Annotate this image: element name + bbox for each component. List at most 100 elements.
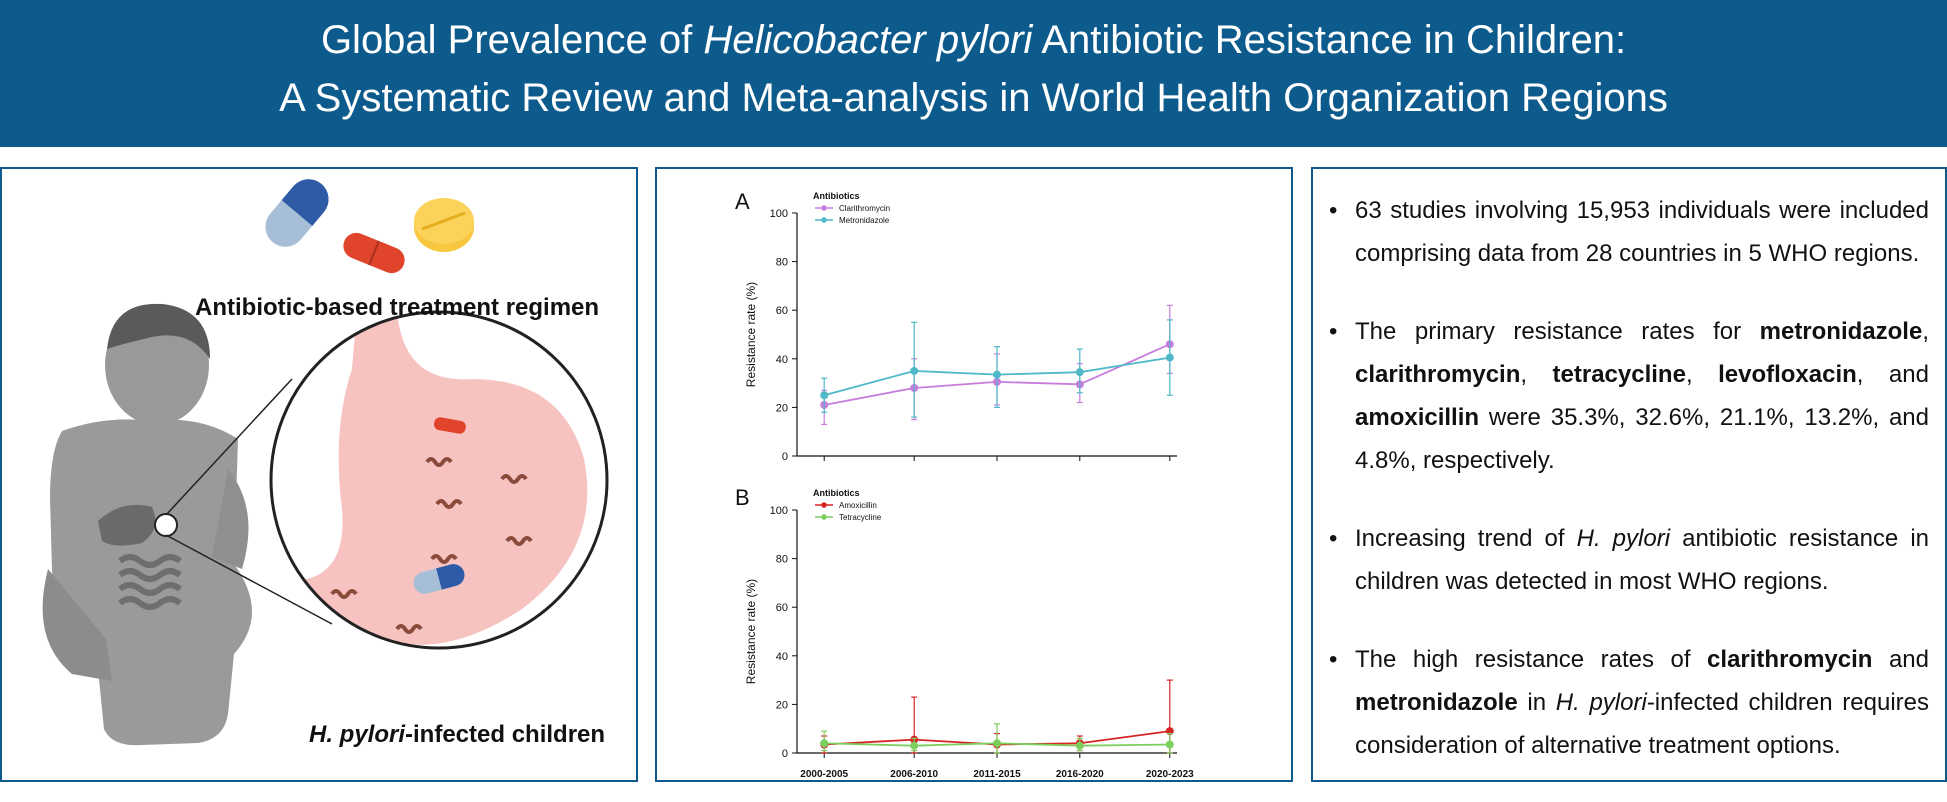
x-tick-label: 2020-2023 <box>1146 769 1194 780</box>
data-point <box>910 366 919 375</box>
y-tick-label: 40 <box>776 354 788 366</box>
legend-marker <box>821 514 827 520</box>
finding-4-italic: H. pylori <box>1555 689 1647 716</box>
y-tick-label: 0 <box>782 451 788 463</box>
child-silhouette-icon <box>42 303 252 746</box>
finding-3-italic: H. pylori <box>1576 525 1671 552</box>
finding-3-text-a: Increasing trend of <box>1355 525 1577 552</box>
capsule-icon-small <box>413 564 465 594</box>
magnifier-circle <box>269 310 609 650</box>
legend-label: Amoxicillin <box>839 501 877 510</box>
finding-1: • 63 studies involving 15,953 individuals… <box>1329 189 1929 275</box>
finding-4: • The high resistance rates of clarithrom… <box>1329 638 1929 767</box>
tablet-icon <box>343 232 405 274</box>
bullet-dot: • <box>1329 525 1338 552</box>
panel-label: B <box>735 485 750 510</box>
chart-B: B 0 20 40 60 80 100 2000-2005 2006-2010 2011-2015… <box>735 485 1194 780</box>
finding-4-text-d: -infected children requires consideratio… <box>1355 689 1929 759</box>
finding-4-text-c: in <box>1517 689 1556 716</box>
title-line-2: A Systematic Review and Meta-analysis in… <box>279 76 1668 120</box>
bullet-dot: • <box>1329 197 1338 224</box>
data-point <box>910 741 919 750</box>
y-axis-label: Resistance rate (%) <box>744 579 758 684</box>
illustration-svg <box>42 179 609 746</box>
legend-marker <box>821 205 827 211</box>
children-label-rest: -infected children <box>405 721 606 748</box>
children-label-italic: H. pylori <box>309 721 406 748</box>
y-tick-label: 80 <box>776 257 788 269</box>
children-label: H. pylori-infected children <box>309 721 605 749</box>
finding-4-text-a: The high resistance rates of <box>1355 646 1708 673</box>
stomach-icon <box>271 312 607 648</box>
data-point <box>1165 740 1174 749</box>
finding-4-text-b: and <box>1872 646 1929 673</box>
drug-metronidazole: metronidazole <box>1759 318 1923 345</box>
y-tick-label: 20 <box>776 402 788 414</box>
legend-title: Antibiotics <box>813 191 860 201</box>
chart-A: A 0 20 40 60 80 100 Resistance rate (%) Antibiot… <box>735 189 1177 463</box>
legend-label: Tetracycline <box>839 513 882 522</box>
data-point <box>1075 741 1084 750</box>
data-point <box>820 391 829 400</box>
bullet-dot: • <box>1329 646 1338 673</box>
drug-clarithromycin: clarithromycin <box>1355 361 1521 388</box>
panel-label: A <box>735 189 750 214</box>
legend-label: Metronidazole <box>839 216 890 225</box>
bacteria-icon <box>330 457 533 634</box>
drug-amoxicillin: amoxicillin <box>1355 404 1480 431</box>
finding-2-text-a: The primary resistance rates for <box>1355 318 1760 345</box>
title-line-1: Global Prevalence of Helicobacter pylori… <box>0 18 1947 63</box>
legend-title: Antibiotics <box>813 488 860 498</box>
finding-2-sep: , <box>1922 318 1929 345</box>
finding-2: • The primary resistance rates for metron… <box>1329 310 1929 482</box>
x-tick-label: 2016-2020 <box>1056 769 1104 780</box>
x-tick-label: 2000-2005 <box>800 769 848 780</box>
title-banner: Global Prevalence of Helicobacter pylori… <box>0 0 1947 147</box>
series-metronidazole <box>820 319 1174 418</box>
finding-3-text-b: antibiotic resistance in children was de… <box>1355 525 1930 595</box>
x-tick-label: 2011-2015 <box>973 769 1021 780</box>
title-text-b: Antibiotic Resistance in Children: <box>1032 18 1627 62</box>
treatment-label: Antibiotic-based treatment regimen <box>195 294 600 321</box>
legend-marker <box>821 217 827 223</box>
y-tick-label: 20 <box>776 699 788 711</box>
legend-marker <box>821 502 827 508</box>
bullet-dot: • <box>1329 318 1338 345</box>
capsule-icon <box>265 179 329 247</box>
y-tick-label: 40 <box>776 651 788 663</box>
drug-clarithromycin: clarithromycin <box>1707 646 1873 673</box>
x-tick-label: 2006-2010 <box>890 769 938 780</box>
title-text-italic: Helicobacter pylori <box>703 18 1033 62</box>
findings-list: • 63 studies involving 15,953 individuals… <box>1329 189 1929 802</box>
y-tick-label: 60 <box>776 305 788 317</box>
data-point <box>993 370 1001 379</box>
drug-metronidazole: metronidazole <box>1355 689 1518 716</box>
data-point <box>1165 353 1174 362</box>
charts-svg: A 0 20 40 60 80 100 Resistance rate (%) Antibiot… <box>735 189 1194 780</box>
finding-2-text-b: were 35.3%, 32.6%, 21.1%, 13.2%, and 4.8… <box>1355 404 1929 474</box>
charts-panel: A 0 20 40 60 80 100 Resistance rate (%) Antibiot… <box>655 167 1293 782</box>
y-tick-label: 60 <box>776 602 788 614</box>
y-tick-label: 100 <box>770 208 788 220</box>
series-tetracycline <box>820 723 1174 754</box>
data-point <box>993 739 1001 748</box>
y-tick-label: 0 <box>782 748 788 760</box>
legend-label: Clarithromycin <box>839 204 890 213</box>
y-tick-label: 100 <box>770 505 788 517</box>
data-point <box>1075 368 1084 377</box>
findings-panel: • 63 studies involving 15,953 individuals… <box>1311 167 1947 782</box>
finding-2-sep: , and <box>1856 361 1929 388</box>
round-pill-icon <box>414 198 474 252</box>
finding-3: • Increasing trend of H. pylori antibioti… <box>1329 517 1929 603</box>
data-point <box>820 739 829 748</box>
y-axis-label: Resistance rate (%) <box>744 282 758 387</box>
title-text-a: Global Prevalence of <box>320 18 704 62</box>
finding-2-sep: , <box>1520 361 1553 388</box>
tablet-icon-small <box>433 417 466 434</box>
drug-levofloxacin: levofloxacin <box>1718 361 1857 388</box>
drug-tetracycline: tetracycline <box>1552 361 1686 388</box>
y-tick-label: 80 <box>776 554 788 566</box>
finding-2-sep: , <box>1685 361 1719 388</box>
finding-1-text: 63 studies involving 15,953 individuals … <box>1355 197 1929 267</box>
illustration-panel: Antibiotic-based treatment regimen H. py… <box>0 167 638 782</box>
